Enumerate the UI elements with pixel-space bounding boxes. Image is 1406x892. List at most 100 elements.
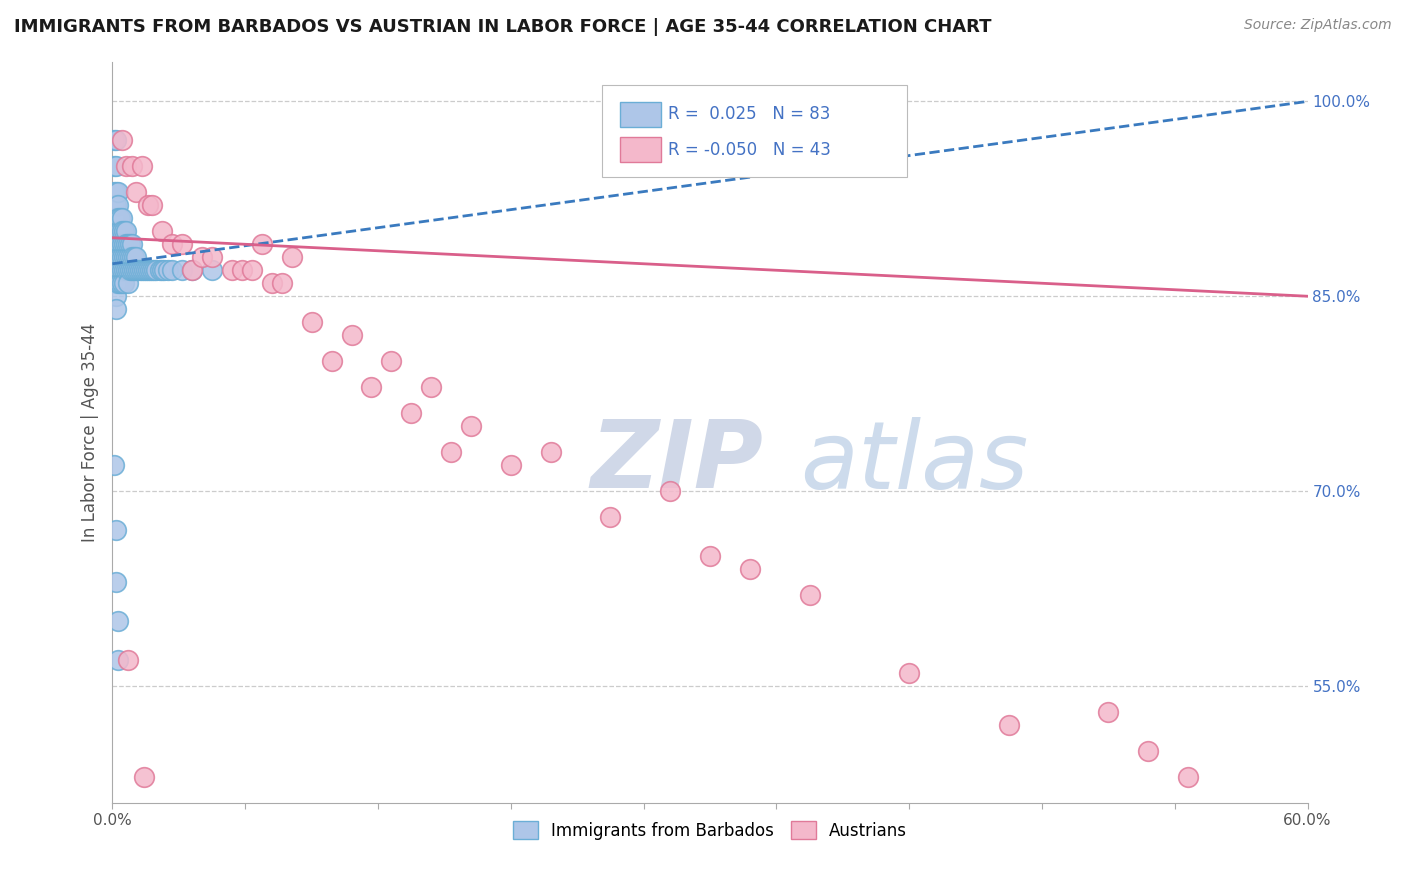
- Point: [111, 211, 134, 226]
- Point: [281, 250, 304, 264]
- Point: [134, 770, 156, 784]
- Point: [301, 315, 323, 329]
- Point: [103, 198, 125, 212]
- Point: [121, 263, 143, 277]
- Point: [699, 549, 721, 563]
- Point: [103, 211, 125, 226]
- Point: [110, 263, 132, 277]
- Point: [139, 263, 162, 277]
- Point: [340, 328, 363, 343]
- Point: [114, 263, 135, 277]
- Point: [125, 263, 148, 277]
- Point: [124, 263, 146, 277]
- Point: [114, 250, 135, 264]
- Point: [138, 198, 160, 212]
- Point: [898, 665, 921, 680]
- Point: [117, 653, 139, 667]
- Point: [738, 562, 761, 576]
- Text: R =  0.025   N = 83: R = 0.025 N = 83: [668, 105, 831, 123]
- Point: [270, 277, 292, 291]
- Point: [250, 237, 273, 252]
- Point: [150, 224, 173, 238]
- Point: [105, 224, 128, 238]
- Point: [150, 263, 173, 277]
- Point: [105, 211, 128, 226]
- Point: [110, 211, 132, 226]
- Point: [115, 237, 138, 252]
- Point: [659, 484, 682, 499]
- Point: [125, 186, 148, 200]
- Point: [420, 380, 443, 394]
- Point: [191, 250, 214, 264]
- Text: R = -0.050   N = 43: R = -0.050 N = 43: [668, 141, 831, 159]
- Point: [107, 237, 129, 252]
- Point: [380, 354, 402, 368]
- Point: [145, 263, 167, 277]
- Point: [114, 277, 135, 291]
- Point: [129, 263, 152, 277]
- Point: [105, 237, 128, 252]
- Point: [181, 263, 204, 277]
- Point: [111, 237, 134, 252]
- Point: [138, 263, 160, 277]
- Point: [149, 263, 172, 277]
- Point: [107, 263, 129, 277]
- Point: [240, 263, 263, 277]
- Point: [105, 186, 128, 200]
- Point: [111, 277, 134, 291]
- Point: [103, 133, 125, 147]
- Point: [231, 263, 253, 277]
- Point: [172, 237, 194, 252]
- Point: [105, 133, 128, 147]
- Point: [117, 237, 139, 252]
- Point: [1177, 770, 1199, 784]
- Point: [221, 263, 243, 277]
- Point: [107, 186, 129, 200]
- Text: atlas: atlas: [800, 417, 1028, 508]
- Legend: Immigrants from Barbados, Austrians: Immigrants from Barbados, Austrians: [506, 814, 914, 847]
- Point: [162, 237, 183, 252]
- Point: [135, 263, 157, 277]
- Point: [110, 224, 132, 238]
- Point: [114, 224, 135, 238]
- Point: [105, 302, 128, 317]
- Point: [117, 277, 139, 291]
- Point: [105, 523, 128, 537]
- Text: Source: ZipAtlas.com: Source: ZipAtlas.com: [1244, 18, 1392, 32]
- Y-axis label: In Labor Force | Age 35-44: In Labor Force | Age 35-44: [80, 323, 98, 542]
- Point: [201, 250, 224, 264]
- Point: [540, 445, 562, 459]
- Point: [120, 250, 142, 264]
- Point: [115, 159, 138, 173]
- Point: [107, 614, 129, 628]
- Point: [111, 224, 134, 238]
- Point: [115, 224, 138, 238]
- Point: [105, 198, 128, 212]
- Point: [107, 653, 129, 667]
- Point: [117, 263, 139, 277]
- Point: [117, 250, 139, 264]
- Point: [141, 198, 163, 212]
- Point: [1097, 705, 1119, 719]
- Point: [998, 718, 1021, 732]
- Point: [143, 263, 166, 277]
- Point: [107, 211, 129, 226]
- Text: ZIP: ZIP: [591, 417, 763, 508]
- Point: [120, 263, 142, 277]
- Point: [134, 263, 156, 277]
- FancyBboxPatch shape: [620, 137, 661, 162]
- Point: [321, 354, 343, 368]
- Point: [103, 186, 125, 200]
- Point: [107, 198, 129, 212]
- Point: [103, 458, 125, 472]
- Point: [110, 277, 132, 291]
- Point: [121, 237, 143, 252]
- Point: [120, 237, 142, 252]
- Point: [105, 574, 128, 589]
- Point: [105, 289, 128, 303]
- Point: [105, 250, 128, 264]
- Point: [141, 263, 163, 277]
- Point: [127, 263, 149, 277]
- Point: [131, 159, 153, 173]
- Point: [162, 263, 183, 277]
